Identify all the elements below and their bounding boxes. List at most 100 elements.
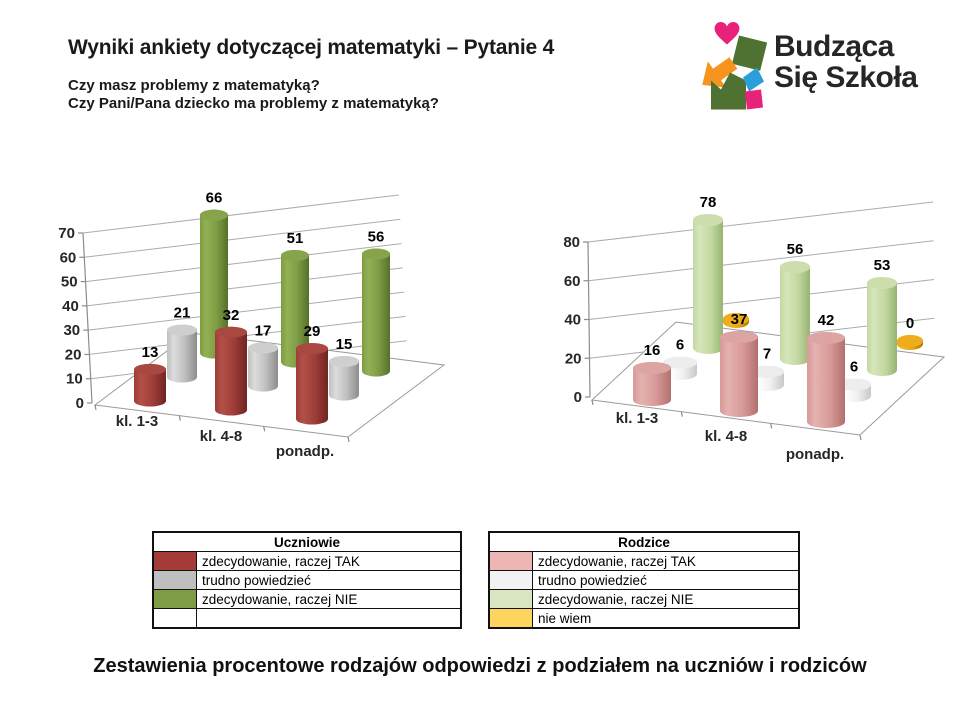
legend-swatch [152,551,197,571]
legend-swatch [488,570,533,590]
data-label: 56 [787,241,804,258]
logo-icon [702,21,767,110]
cylinder-bar [200,209,228,359]
logo-line1: Budząca [774,30,894,63]
cylinder-top [633,362,671,374]
logo-orange-arrow [702,57,738,88]
legend-swatch [488,551,533,571]
legend-swatch [488,589,533,609]
y-tick-label: 20 [65,346,82,363]
y-tick-label: 40 [564,312,581,329]
y-tick-label: 30 [63,322,80,339]
data-label: 17 [255,323,272,340]
cylinder-top [837,378,871,391]
data-label: 13 [142,344,159,361]
cylinder-top [780,261,810,274]
cylinder-bar [780,261,810,365]
legend-swatch [152,608,197,629]
data-label: 21 [174,305,191,322]
legend-table: Uczniowie zdecydowanie, raczej TAK trudno … [152,531,462,629]
legend-title: Uczniowie [152,531,462,552]
y-tick-label: 60 [60,249,77,266]
cylinder-top [281,249,309,261]
category-label: ponadp. [276,443,334,460]
bottom-caption: Zestawienia procentowe rodzajów odpowied… [93,655,867,677]
cylinder-top [750,365,784,378]
data-label: 37 [731,311,748,328]
cylinder-bar [362,248,390,377]
cylinder-top [296,343,328,355]
legend-swatch [152,570,197,590]
legend-uczniowie: Uczniowie zdecydowanie, raczej TAK trudno … [152,531,462,629]
y-tick-label: 80 [563,234,580,251]
legend-label: nie wiem [532,608,800,629]
legend-label: zdecydowanie, raczej NIE [196,589,462,609]
legend-label [196,608,462,629]
category-label: kl. 1-3 [116,413,159,430]
logo: Budząca Się Szkoła [697,17,918,113]
data-label: 6 [850,359,858,376]
cylinder-top [248,342,278,354]
legend-title: Rodzice [488,531,800,552]
data-label: 7 [763,346,771,363]
data-label: 53 [874,257,891,274]
legend-label: zdecydowanie, raczej TAK [532,551,800,571]
y-tick-label: 20 [565,350,582,367]
chart-uczniowie: 0 10 20 30 40 50 60 70 66 51 56 21 17 15 13 32 29 kl. 1-3… [30,160,470,485]
legend-label: trudno powiedzieć [532,570,800,590]
category-label: kl. 4-8 [200,428,243,445]
data-label: 6 [676,337,684,354]
category-label: kl. 1-3 [616,410,659,427]
question-parents: Czy Pani/Pana dziecko ma problemy z mate… [68,95,439,112]
cylinder-bar [720,331,758,417]
legend-label: trudno powiedzieć [196,570,462,590]
legend-label: zdecydowanie, raczej NIE [532,589,800,609]
category-label: kl. 4-8 [705,428,748,445]
logo-green-square [732,35,767,71]
cylinder-top [362,248,390,260]
y-tick-label: 50 [61,274,78,291]
legend-swatch [152,589,197,609]
logo-blue-arrow [743,67,764,92]
cylinder-bar [296,343,328,425]
cylinder-bar [281,249,309,368]
cylinder-bar [215,326,247,416]
data-label: 29 [304,323,321,340]
cylinder-bar [167,324,197,383]
data-label: 56 [368,229,385,246]
cylinder-top [663,356,697,369]
cylinder-top [897,335,923,347]
data-label: 0 [906,315,914,332]
legend-label: zdecydowanie, raczej TAK [196,551,462,571]
y-tick-label: 10 [66,371,83,388]
data-label: 78 [700,194,717,211]
data-label: 32 [223,307,240,324]
y-tick-label: 60 [564,273,581,290]
question-students: Czy masz problemy z matematyką? [68,77,320,94]
survey-questions: Czy masz problemy z matematyką? Czy Pani… [68,77,439,113]
data-label: 16 [644,342,661,359]
cylinder-bar [248,342,278,392]
legend-rodzice: Rodzice zdecydowanie, raczej TAK trudno po… [488,531,800,629]
y-tick-label: 40 [62,298,79,315]
cylinder-top [329,355,359,367]
cylinder-top [167,324,197,336]
data-label: 51 [287,230,304,247]
cylinder-top [134,363,166,375]
y-tick-label: 70 [58,225,75,242]
cylinder-top [215,326,247,338]
data-label: 15 [336,336,353,353]
page-title: Wyniki ankiety dotyczącej matematyki – P… [68,36,555,59]
cylinder-bar [693,214,723,354]
data-label: 42 [818,312,835,329]
cylinder-top [723,313,749,325]
logo-line2: Się Szkoła [774,61,918,94]
cylinder-top [693,214,723,227]
cylinder-bar [329,355,359,401]
cylinder-top [807,332,845,344]
chart-rodzice: 0 20 40 60 80 0 78 56 53 6 7 6 16 37 42 kl. 1-3 kl. 4-8 p… [490,160,950,485]
cylinder-bar [867,277,897,376]
legend-swatch [488,608,533,629]
cylinder-bar [807,332,845,428]
legend-table: Rodzice zdecydowanie, raczej TAK trudno po… [488,531,800,629]
